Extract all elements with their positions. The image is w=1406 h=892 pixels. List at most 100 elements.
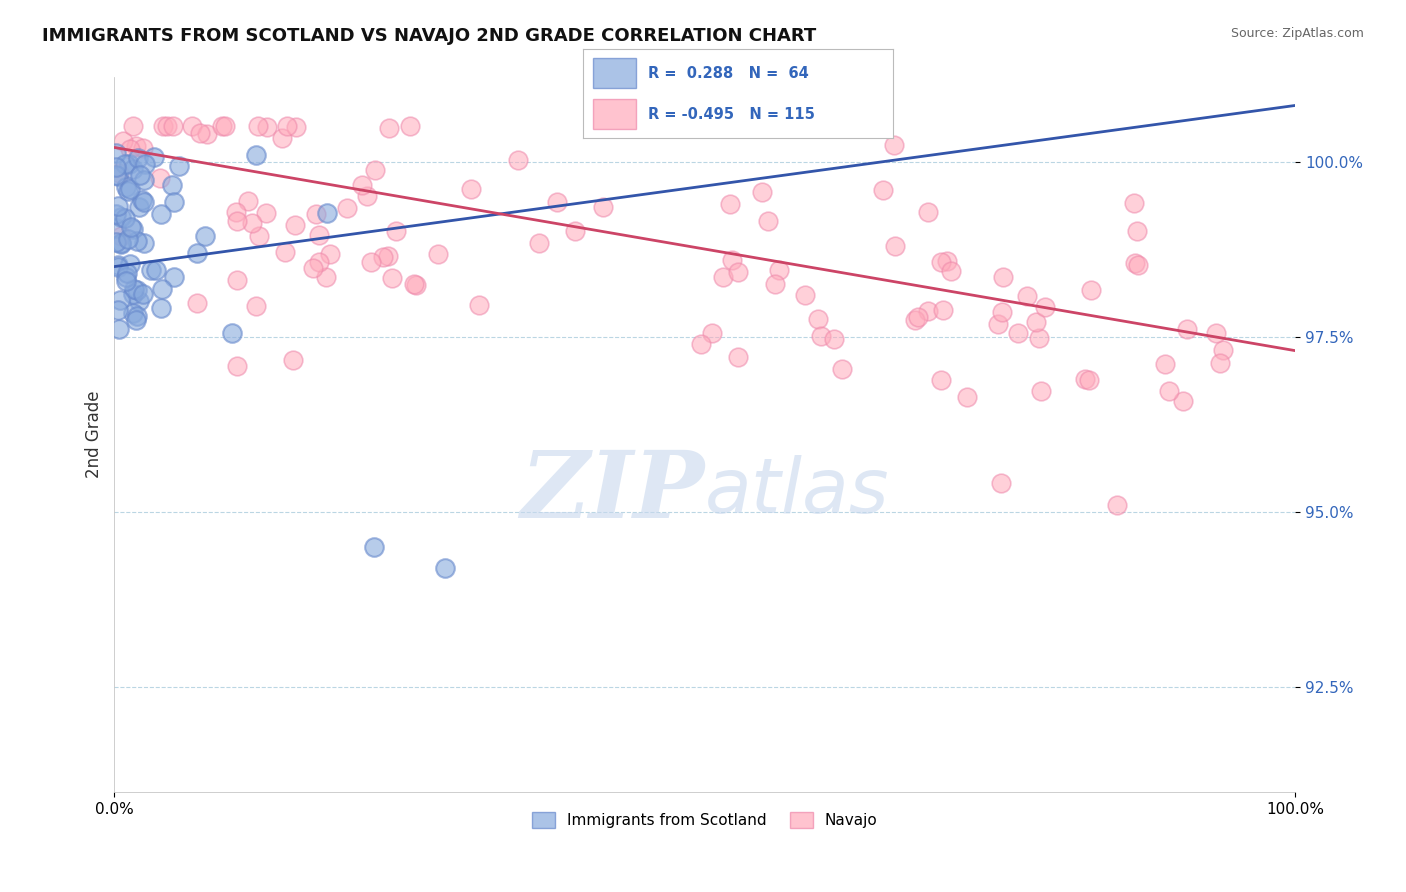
Point: [107, 260, 129, 274]
Point: [245, 148, 267, 162]
Point: [932, 303, 955, 318]
Point: [108, 166, 131, 180]
Point: [160, 178, 183, 193]
Point: [935, 254, 957, 268]
Point: [917, 303, 939, 318]
Point: [1007, 326, 1029, 341]
Point: [107, 302, 129, 317]
Point: [377, 249, 399, 263]
Point: [281, 352, 304, 367]
Point: [700, 326, 723, 340]
Point: [285, 120, 308, 134]
Point: [402, 277, 425, 292]
Point: [114, 156, 136, 170]
Point: [727, 350, 749, 364]
Point: [1074, 372, 1097, 386]
Point: [169, 160, 191, 174]
Point: [254, 206, 277, 220]
Point: [246, 120, 269, 134]
Text: R = -0.495   N = 115: R = -0.495 N = 115: [648, 107, 815, 121]
Point: [226, 273, 249, 287]
Point: [939, 264, 962, 278]
Point: [194, 228, 217, 243]
Text: R =  0.288   N =  64: R = 0.288 N = 64: [648, 66, 810, 80]
Point: [1154, 358, 1177, 372]
Point: [120, 219, 142, 234]
Point: [460, 182, 482, 196]
Text: IMMIGRANTS FROM SCOTLAND VS NAVAJO 2ND GRADE CORRELATION CHART: IMMIGRANTS FROM SCOTLAND VS NAVAJO 2ND G…: [42, 27, 817, 45]
Point: [238, 194, 260, 208]
Point: [108, 293, 131, 307]
Point: [125, 283, 148, 297]
Point: [720, 253, 742, 268]
Point: [990, 475, 1012, 490]
Point: [118, 142, 141, 156]
Point: [145, 262, 167, 277]
Point: [1171, 394, 1194, 409]
Point: [1080, 283, 1102, 297]
Point: [127, 235, 149, 249]
Point: [122, 222, 145, 236]
Point: [110, 237, 132, 252]
Point: [114, 179, 136, 194]
Point: [128, 294, 150, 309]
Point: [1205, 326, 1227, 340]
Point: [225, 214, 247, 228]
Point: [120, 257, 142, 271]
Point: [364, 163, 387, 178]
Point: [110, 229, 132, 244]
Point: [1126, 224, 1149, 238]
Point: [468, 298, 491, 312]
Point: [872, 183, 894, 197]
Point: [1175, 322, 1198, 336]
Point: [363, 540, 385, 554]
Point: [131, 194, 153, 208]
Point: [711, 270, 734, 285]
Point: [284, 218, 307, 232]
Point: [929, 255, 952, 269]
Point: [546, 195, 568, 210]
Point: [186, 246, 208, 260]
Point: [405, 278, 427, 293]
Point: [991, 270, 1014, 285]
Text: atlas: atlas: [704, 455, 889, 529]
Point: [221, 326, 243, 340]
Point: [211, 120, 233, 134]
Point: [132, 173, 155, 187]
Point: [115, 266, 138, 280]
Point: [427, 247, 450, 261]
Point: [122, 306, 145, 320]
Point: [225, 359, 247, 374]
Point: [149, 171, 172, 186]
Point: [128, 200, 150, 214]
Point: [225, 205, 247, 219]
Point: [188, 126, 211, 140]
Legend: Immigrants from Scotland, Navajo: Immigrants from Scotland, Navajo: [526, 806, 884, 834]
Point: [917, 204, 939, 219]
Point: [751, 186, 773, 200]
Point: [1209, 356, 1232, 370]
Point: [763, 277, 786, 291]
Point: [150, 207, 173, 221]
Point: [882, 138, 904, 153]
Point: [690, 336, 713, 351]
Point: [112, 134, 135, 148]
Point: [1025, 315, 1047, 329]
Point: [929, 373, 952, 387]
Point: [756, 214, 779, 228]
Point: [727, 265, 749, 279]
Bar: [593, 58, 636, 88]
Point: [162, 269, 184, 284]
Point: [181, 120, 204, 134]
Point: [1028, 330, 1050, 344]
Point: [301, 260, 323, 275]
Point: [319, 247, 342, 261]
Point: [150, 301, 173, 316]
Point: [1077, 374, 1099, 388]
Point: [718, 196, 741, 211]
Point: [990, 304, 1012, 318]
Point: [793, 288, 815, 302]
Point: [107, 169, 129, 183]
Point: [1107, 498, 1129, 512]
Point: [371, 250, 394, 264]
